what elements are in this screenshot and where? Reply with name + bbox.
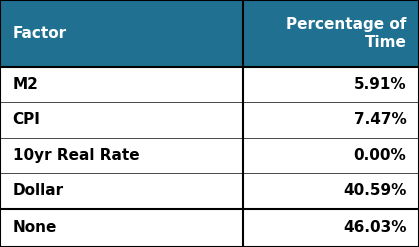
Bar xyxy=(0,67,243,102)
Bar xyxy=(0,209,243,247)
Text: Factor: Factor xyxy=(13,26,67,41)
Text: 46.03%: 46.03% xyxy=(343,220,406,235)
Bar xyxy=(243,138,419,173)
Text: Percentage of
Time: Percentage of Time xyxy=(286,17,406,50)
Text: M2: M2 xyxy=(13,77,39,92)
Bar xyxy=(243,0,419,67)
Text: 10yr Real Rate: 10yr Real Rate xyxy=(13,148,139,163)
Bar xyxy=(0,0,243,67)
Bar xyxy=(243,209,419,247)
Text: 7.47%: 7.47% xyxy=(354,112,406,127)
Text: None: None xyxy=(13,220,57,235)
Bar xyxy=(0,138,243,173)
Text: 5.91%: 5.91% xyxy=(354,77,406,92)
Bar xyxy=(243,67,419,102)
Bar xyxy=(0,102,243,138)
Bar xyxy=(243,102,419,138)
Bar xyxy=(0,173,243,209)
Bar xyxy=(243,173,419,209)
Text: Dollar: Dollar xyxy=(13,184,64,198)
Text: CPI: CPI xyxy=(13,112,41,127)
Text: 40.59%: 40.59% xyxy=(343,184,406,198)
Text: 0.00%: 0.00% xyxy=(354,148,406,163)
